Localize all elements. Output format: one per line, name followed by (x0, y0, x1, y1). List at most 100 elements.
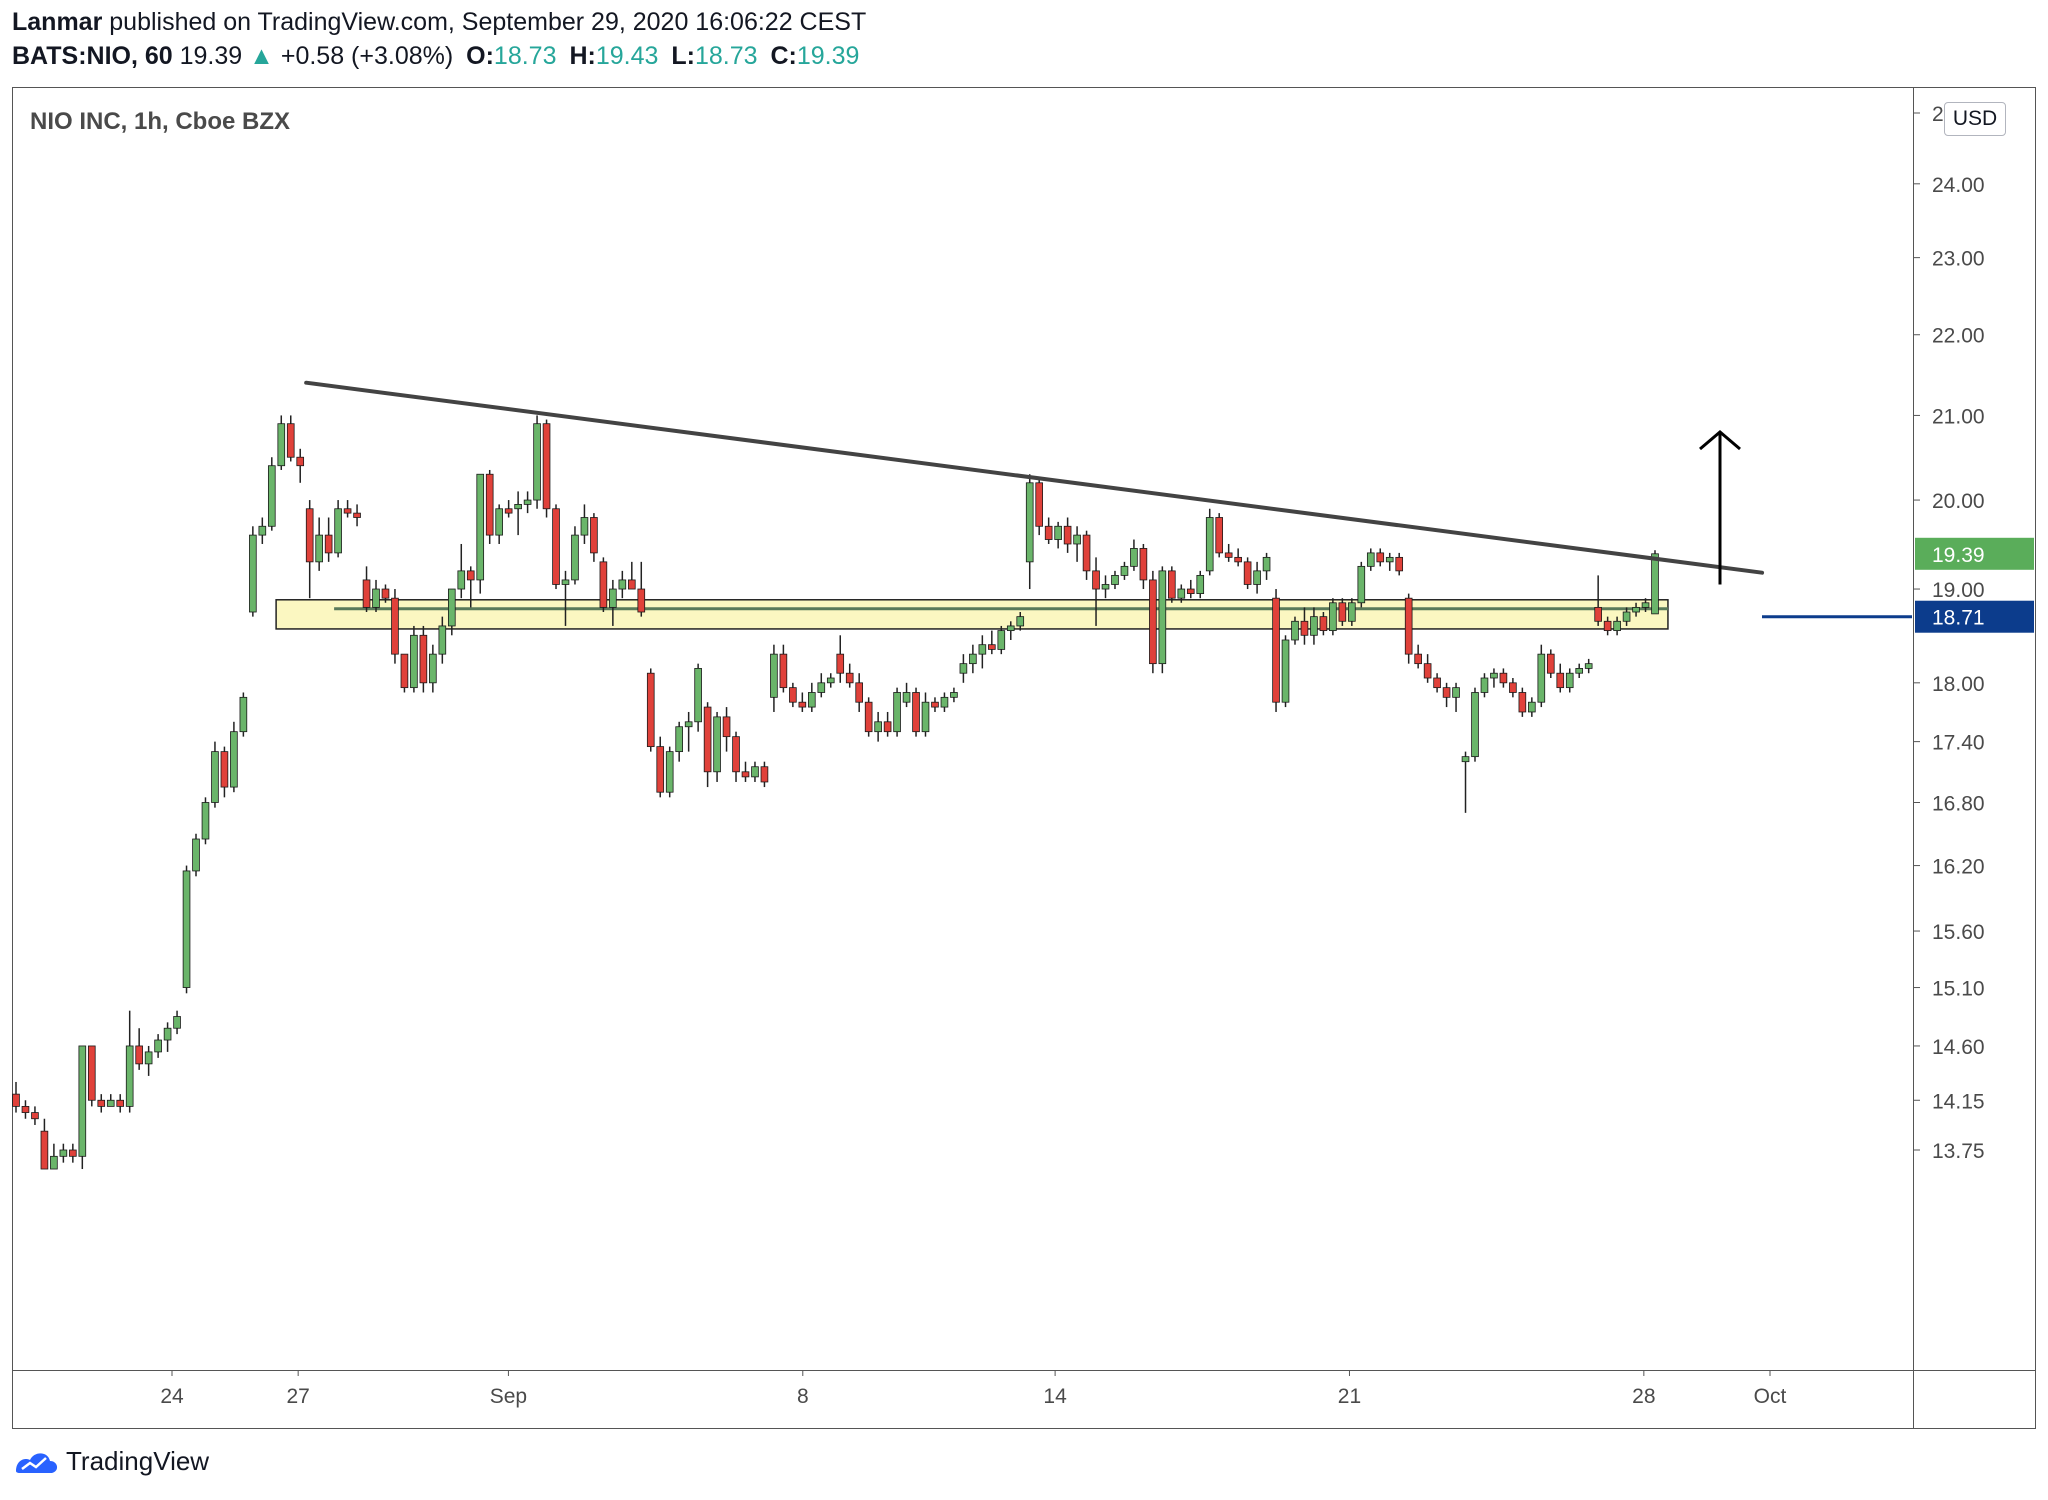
candle-up (1651, 553, 1659, 615)
candle-up (969, 653, 977, 665)
symbol-label: BATS:NIO, 60 (12, 42, 173, 70)
candle-down (116, 1099, 125, 1107)
open-value: 18.73 (493, 42, 557, 70)
candle-up (1348, 602, 1356, 622)
candle-up (997, 630, 1006, 650)
currency-button[interactable]: USD (1944, 102, 2006, 136)
candle-up (1471, 692, 1479, 758)
candle-up (59, 1149, 68, 1157)
candle-up (163, 1027, 172, 1041)
candle-down (845, 672, 854, 684)
candle-down (1044, 525, 1053, 540)
candle-down (627, 579, 636, 590)
candle-up (1054, 525, 1062, 540)
close-label: C: (770, 42, 797, 70)
price-tick-label: 14.60 (1932, 1036, 1985, 1059)
candles-layer (12, 415, 1659, 1170)
candle-down (1300, 620, 1309, 636)
candle-down (1442, 687, 1451, 698)
candle-down (1518, 692, 1527, 713)
price-tick-label: 18.00 (1932, 673, 1985, 696)
candle-up (874, 721, 882, 733)
candle-up (1641, 602, 1650, 608)
candle-down (1063, 525, 1072, 545)
candle-up (561, 579, 570, 585)
time-axis[interactable]: 24 27 Sep 8 14 21 28 Oct (160, 1370, 1786, 1408)
author-name: Lanmar (12, 8, 103, 36)
candle-up (1584, 663, 1593, 669)
candle-down (590, 517, 598, 554)
support-price-badge (1915, 600, 2034, 633)
last-price-badge-label: 19.39 (1932, 544, 1985, 567)
candle-up (713, 716, 721, 773)
candle-down (1594, 606, 1602, 622)
candle-up (1262, 556, 1271, 572)
candle-up (580, 517, 589, 536)
candle-up (78, 1045, 87, 1157)
candle-up (1357, 565, 1366, 604)
candle-down (722, 716, 731, 738)
candle-up (533, 423, 541, 501)
candle-up (438, 625, 447, 655)
candle-up (1073, 534, 1081, 545)
candle-down (1139, 548, 1148, 581)
candle-up (1291, 620, 1299, 641)
candle-up (1452, 687, 1460, 698)
candle-up (950, 692, 958, 698)
candle-up (959, 663, 968, 674)
candle-up (1205, 517, 1214, 572)
candle-up (1130, 548, 1138, 567)
time-tick-label: 21 (1338, 1385, 1361, 1408)
candle-down (864, 701, 873, 733)
support-zone (275, 599, 1669, 630)
time-tick-label: 24 (160, 1385, 184, 1408)
candle-up (684, 721, 693, 728)
price-tick-label: 15.10 (1932, 978, 1985, 1001)
candle-down (542, 423, 551, 510)
candle-down (599, 561, 608, 608)
candle-up (694, 668, 702, 723)
candle-down (466, 570, 475, 581)
candle-up (1196, 574, 1205, 595)
candle-up (201, 802, 210, 840)
candle-down (1035, 482, 1044, 527)
candle-up (1565, 672, 1574, 689)
candle-down (305, 508, 314, 563)
candle-down (391, 597, 399, 655)
chart-border (12, 87, 2036, 1429)
candle-down (1404, 597, 1413, 655)
price-tick-label: 21.00 (1932, 405, 1985, 428)
chart-frame[interactable]: 25.0024.0023.0022.0021.0020.0019.0018.00… (12, 87, 2036, 1429)
candle-up (1528, 701, 1536, 713)
candle-down (1509, 682, 1517, 693)
candle-up (495, 508, 503, 536)
candle-down (381, 588, 390, 599)
candle-up (1177, 588, 1186, 599)
high-label: H: (569, 42, 596, 70)
price-tick-label: 22.00 (1932, 325, 1985, 348)
footer-brand-text: TradingView (66, 1446, 210, 1476)
candle-down (988, 644, 996, 650)
candle-up (50, 1155, 58, 1170)
candle-down (1149, 579, 1157, 665)
candle-up (239, 696, 248, 733)
candle-down (855, 682, 863, 703)
candle-down (31, 1112, 39, 1120)
candle-down (419, 634, 428, 684)
candle-down (135, 1045, 143, 1065)
candle-up (921, 701, 930, 733)
time-tick-label: 27 (286, 1385, 309, 1408)
candle-down (1186, 588, 1195, 595)
last-price: 19.39 (179, 42, 243, 70)
candle-down (912, 692, 920, 733)
candle-down (1224, 552, 1233, 558)
candle-up (1025, 482, 1034, 563)
candle-up (144, 1051, 153, 1065)
candle-up (1111, 574, 1119, 585)
candle-down (353, 512, 361, 518)
candle-down (1338, 602, 1347, 622)
candle-up (1120, 565, 1129, 576)
footer-brand[interactable]: TradingView (14, 1446, 209, 1477)
chart-canvas[interactable]: 25.0024.0023.0022.0021.0020.0019.0018.00… (12, 87, 2036, 1429)
time-tick-label: 8 (797, 1385, 809, 1408)
